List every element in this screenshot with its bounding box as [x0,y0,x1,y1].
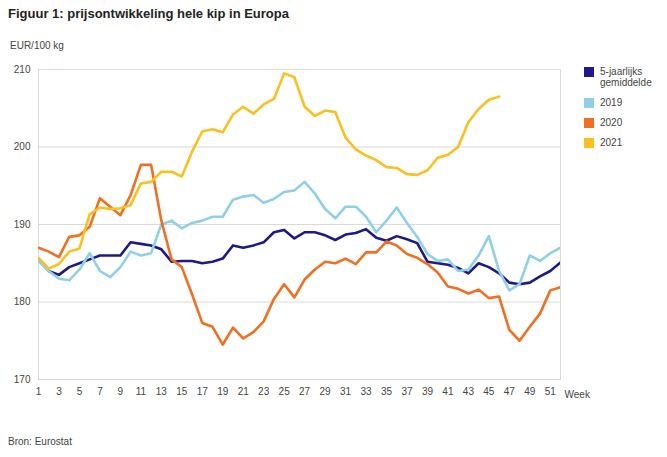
svg-text:39: 39 [422,386,434,397]
svg-text:23: 23 [258,386,270,397]
svg-text:35: 35 [381,386,393,397]
svg-text:19: 19 [217,386,229,397]
svg-text:1: 1 [36,386,42,397]
html-text:2021: 2021 [600,137,623,148]
svg-text:25: 25 [279,386,291,397]
svg-text:21: 21 [238,386,250,397]
svg-text:27: 27 [299,386,311,397]
svg-text:15: 15 [176,386,188,397]
svg-text:37: 37 [401,386,413,397]
svg-text:13: 13 [156,386,168,397]
svg-text:41: 41 [442,386,454,397]
svg-text:31: 31 [340,386,352,397]
html-text:5-jaarlijks gemiddelde: 5-jaarlijks gemiddelde [600,66,652,88]
svg-text:210: 210 [14,64,31,75]
svg-text:5: 5 [77,386,83,397]
html-text:Figuur 1: prijsontwikkeling he: Figuur 1: prijsontwikkeling hele kip in … [8,6,289,21]
svg-text:49: 49 [524,386,536,397]
svg-text:190: 190 [14,219,31,230]
html-text:EUR/100 kg: EUR/100 kg [10,40,64,51]
svg-text:3: 3 [56,386,62,397]
svg-text:11: 11 [136,386,147,397]
svg-text:33: 33 [360,386,372,397]
svg-text:7: 7 [97,386,103,397]
html-text:2019: 2019 [600,97,623,108]
svg-text:170: 170 [14,374,31,385]
svg-text:45: 45 [483,386,495,397]
svg-text:Week: Week [565,389,591,400]
svg-text:180: 180 [14,296,31,307]
svg-text:9: 9 [118,386,124,397]
svg-text:29: 29 [320,386,332,397]
svg-text:43: 43 [463,386,475,397]
svg-text:200: 200 [14,141,31,152]
html-text:Bron: Eurostat: Bron: Eurostat [8,436,72,447]
svg-text:17: 17 [197,386,209,397]
html-text:2020: 2020 [600,117,623,128]
svg-text:51: 51 [545,386,557,397]
svg-text:47: 47 [504,386,516,397]
